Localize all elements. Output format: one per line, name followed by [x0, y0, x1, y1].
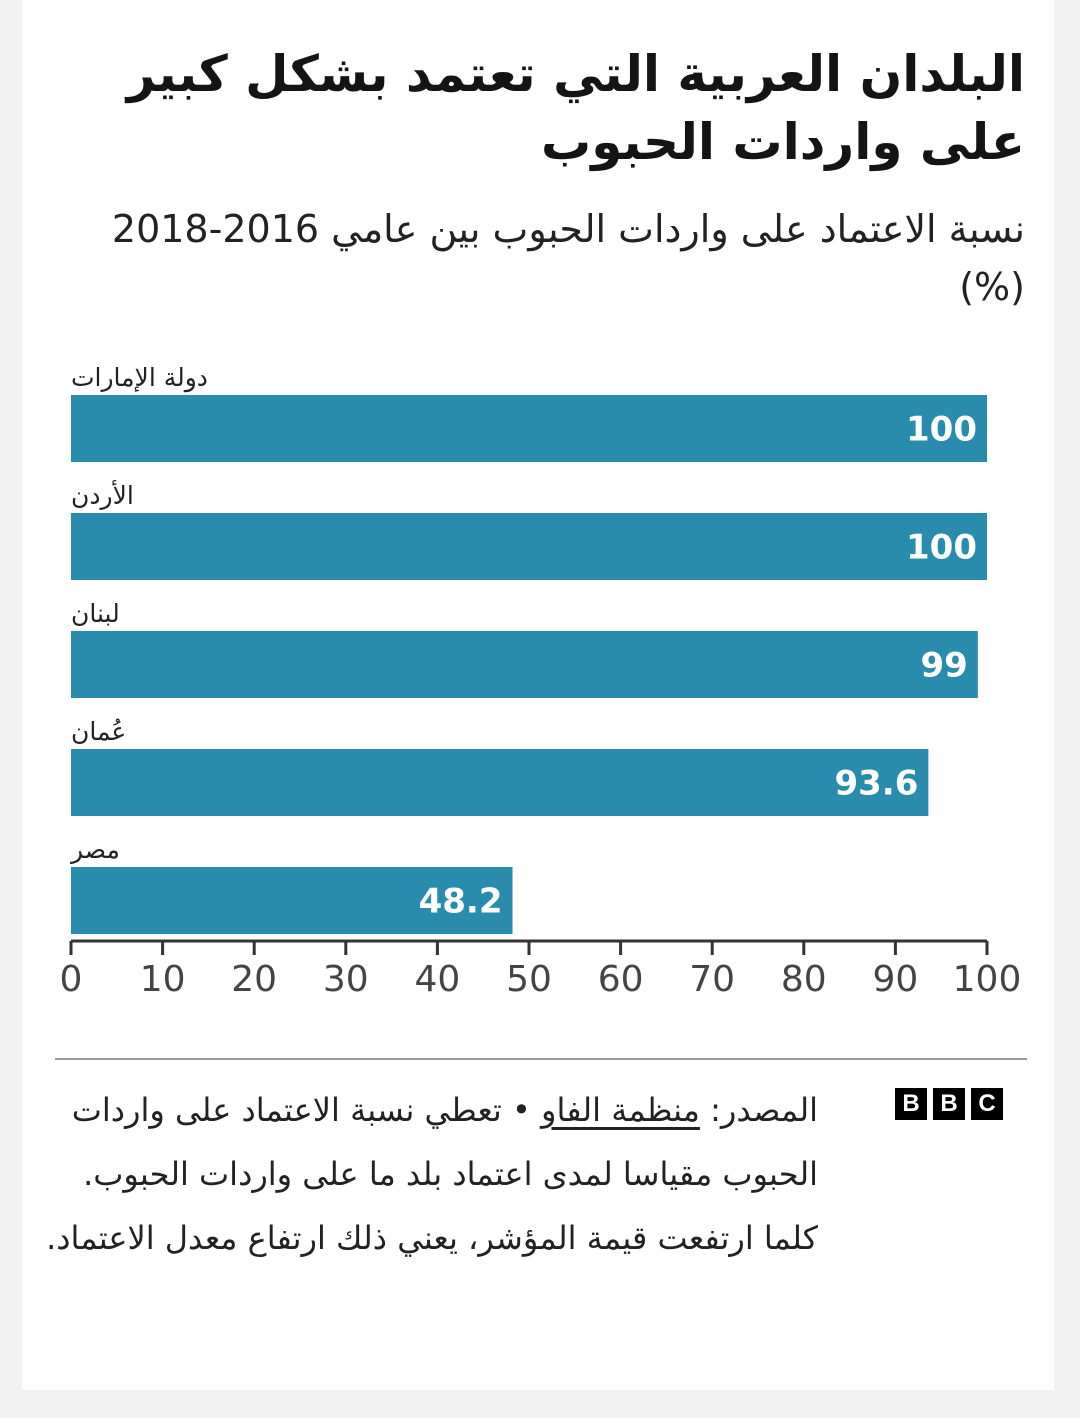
- category-label: مصر: [69, 835, 120, 864]
- source-note: المصدر: منظمة الفاو • تعطي نسبة الاعتماد…: [38, 1078, 818, 1270]
- source-link[interactable]: منظمة الفاو: [541, 1091, 700, 1129]
- data-label: 48.2: [419, 882, 503, 922]
- data-label: 100: [906, 528, 977, 568]
- source-prefix: المصدر:: [699, 1091, 818, 1129]
- x-tick-label: 30: [323, 959, 369, 1000]
- bbc-logo: B B C: [895, 1088, 1003, 1120]
- source-description: • تعطي نسبة الاعتماد على واردات الحبوب م…: [46, 1091, 818, 1257]
- category-label: دولة الإمارات: [71, 363, 208, 393]
- data-label: 99: [921, 646, 968, 686]
- category-label: عُمان: [71, 717, 126, 746]
- bar: [71, 395, 987, 462]
- bar: [71, 513, 987, 580]
- bar-chart: دولة الإمارات100الأردن100لبنان99عُمان93.…: [60, 363, 1022, 1000]
- x-tick-label: 50: [506, 959, 552, 1000]
- x-tick-label: 70: [689, 959, 735, 1000]
- footer-divider: [55, 1058, 1027, 1060]
- x-tick-label: 10: [140, 959, 186, 1000]
- bbc-logo-letter: C: [971, 1088, 1003, 1120]
- bbc-logo-letter: B: [895, 1088, 927, 1120]
- x-tick-label: 60: [598, 959, 644, 1000]
- bbc-logo-letter: B: [933, 1088, 965, 1120]
- chart-subtitle: نسبة الاعتماد على واردات الحبوب بين عامي…: [111, 207, 1025, 309]
- category-label: لبنان: [71, 599, 120, 628]
- x-tick-label: 20: [231, 959, 277, 1000]
- bar: [71, 749, 929, 816]
- bar: [71, 631, 978, 698]
- data-label: 93.6: [834, 764, 918, 804]
- x-tick-label: 40: [414, 959, 460, 1000]
- category-label: الأردن: [71, 479, 134, 510]
- chart-title: البلدان العربية التي تعتمد بشكل كبير على…: [126, 45, 1025, 171]
- x-tick-label: 0: [60, 959, 83, 1000]
- x-tick-label: 100: [953, 959, 1022, 1000]
- data-label: 100: [906, 410, 977, 450]
- x-tick-label: 80: [781, 959, 827, 1000]
- x-tick-label: 90: [872, 959, 918, 1000]
- bar: [71, 867, 513, 934]
